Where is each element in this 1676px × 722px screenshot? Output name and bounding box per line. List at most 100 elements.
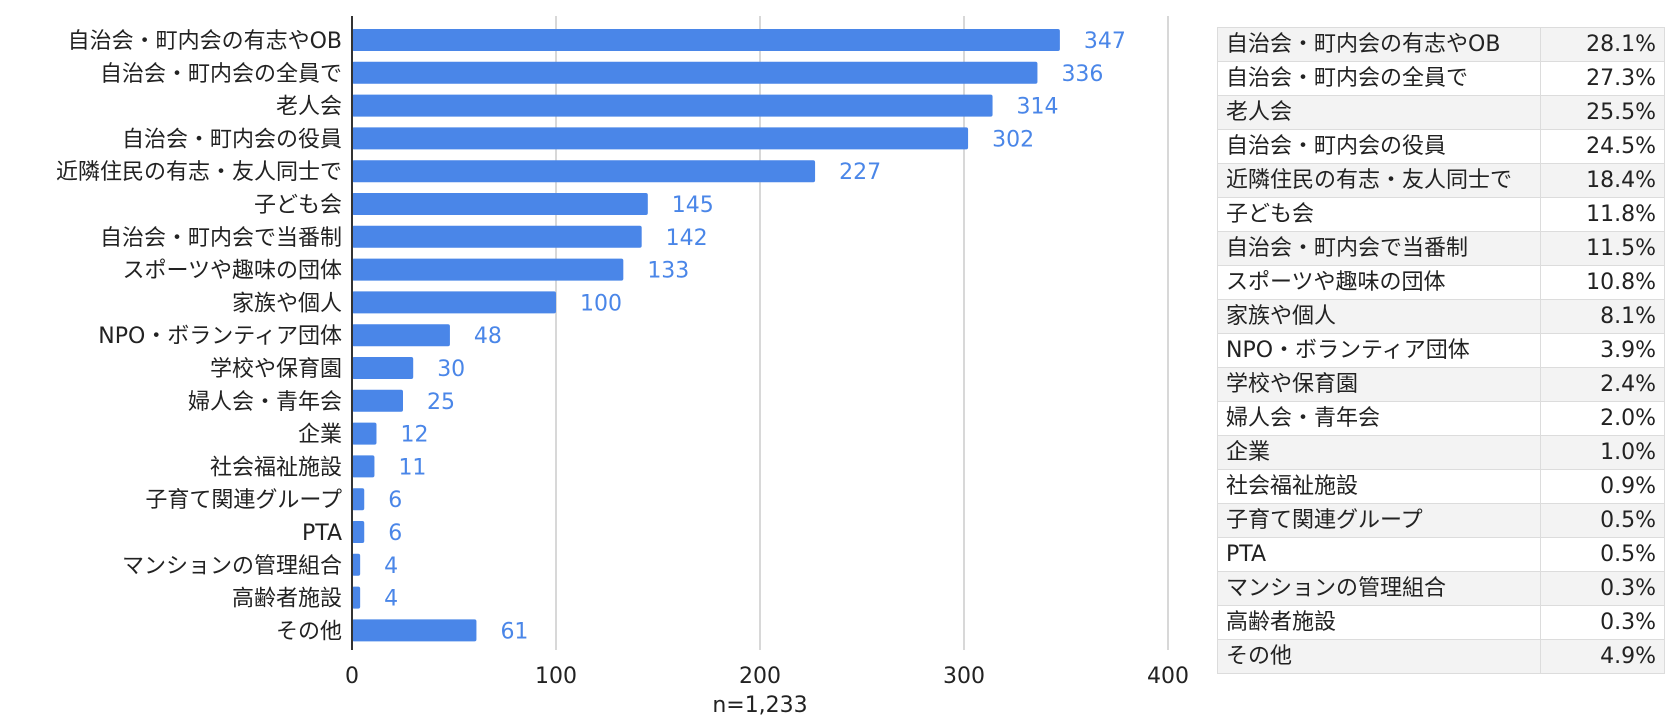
- row-percentage: 25.5%: [1540, 95, 1665, 130]
- bar: [352, 619, 477, 642]
- value-label: 133: [647, 259, 689, 284]
- row-percentage: 2.4%: [1540, 367, 1665, 402]
- row-percentage: 0.3%: [1540, 571, 1665, 606]
- table-row: 社会福祉施設 0.9%: [1217, 469, 1665, 504]
- category-label: 高齢者施設: [232, 587, 342, 612]
- value-label: 227: [839, 160, 881, 185]
- bar: [352, 258, 624, 281]
- category-label: 自治会・町内会で当番制: [100, 226, 342, 251]
- table-row: 子ども会 11.8%: [1217, 197, 1665, 232]
- bar: [352, 357, 414, 379]
- value-label: 4: [384, 587, 398, 612]
- row-percentage: 28.1%: [1540, 27, 1665, 62]
- value-label: 48: [474, 324, 502, 349]
- bar: [352, 94, 993, 117]
- row-name: 子ども会: [1217, 197, 1541, 232]
- row-percentage: 11.5%: [1540, 231, 1665, 266]
- table-row: マンションの管理組合 0.3%: [1217, 571, 1665, 606]
- row-name: PTA: [1217, 537, 1541, 572]
- table-row: 高齢者施設 0.3%: [1217, 605, 1665, 640]
- table-row: 自治会・町内会の全員で 27.3%: [1217, 61, 1665, 96]
- bar: [352, 389, 403, 412]
- row-name: 老人会: [1217, 95, 1541, 130]
- row-percentage: 1.0%: [1540, 435, 1665, 470]
- category-labels: 自治会・町内会の有志やOB 自治会・町内会の全員で老人会自治会・町内会の役員近隣住…: [56, 29, 342, 644]
- table-row: スポーツや趣味の団体 10.8%: [1217, 265, 1665, 300]
- row-name: その他: [1217, 639, 1541, 674]
- category-label: 企業: [298, 423, 342, 448]
- bar: [352, 455, 375, 478]
- row-name: マンションの管理組合: [1217, 571, 1541, 606]
- row-percentage: 8.1%: [1540, 299, 1665, 334]
- bar: [352, 291, 556, 314]
- x-tick-label: 200: [739, 664, 781, 689]
- category-label: マンションの管理組合: [122, 554, 342, 579]
- row-percentage: 0.9%: [1540, 469, 1665, 504]
- x-tick-label: 100: [535, 664, 577, 689]
- value-label: 11: [398, 455, 426, 480]
- value-label: 30: [437, 357, 465, 382]
- category-label: 自治会・町内会の有志やOB: [68, 29, 342, 54]
- row-name: 高齢者施設: [1217, 605, 1541, 640]
- value-label: 142: [666, 226, 708, 251]
- row-name: 企業: [1217, 435, 1541, 470]
- table-row: 近隣住民の有志・友人同士で 18.4%: [1217, 163, 1665, 198]
- table-row: 自治会・町内会で当番制 11.5%: [1217, 231, 1665, 266]
- category-label: 近隣住民の有志・友人同士で: [56, 160, 342, 185]
- row-name: 子育て関連グループ: [1217, 503, 1541, 538]
- bar: [352, 127, 969, 150]
- table-row: PTA 0.5%: [1217, 537, 1665, 572]
- row-name: 婦人会・青年会: [1217, 401, 1541, 436]
- row-name: 家族や個人: [1217, 299, 1541, 334]
- row-percentage: 0.5%: [1540, 503, 1665, 538]
- value-label: 61: [500, 619, 528, 644]
- value-label: 4: [384, 554, 398, 579]
- row-name: 自治会・町内会の有志やOB: [1217, 27, 1541, 62]
- value-label: 6: [388, 521, 402, 546]
- row-percentage: 10.8%: [1540, 265, 1665, 300]
- value-label: 145: [672, 193, 714, 218]
- bar: [352, 422, 377, 445]
- row-percentage: 2.0%: [1540, 401, 1665, 436]
- x-tick-label: 400: [1147, 664, 1189, 689]
- row-percentage: 0.5%: [1540, 537, 1665, 572]
- category-label: スポーツや趣味の団体: [122, 259, 342, 284]
- bar: [352, 193, 648, 215]
- table-row: 婦人会・青年会 2.0%: [1217, 401, 1665, 436]
- bar: [352, 29, 1060, 51]
- x-axis-label: n=1,233: [712, 693, 807, 718]
- category-label: 婦人会・青年会: [188, 390, 342, 415]
- category-label: PTA: [302, 521, 342, 546]
- x-tick-label: 300: [943, 664, 985, 689]
- x-tick-label: 0: [345, 664, 359, 689]
- bar: [352, 521, 365, 543]
- category-label: 子育て関連グループ: [145, 488, 342, 513]
- row-name: 自治会・町内会の役員: [1217, 129, 1541, 164]
- value-label: 347: [1084, 29, 1126, 54]
- row-name: NPO・ボランティア団体: [1217, 333, 1541, 368]
- table-row: 企業 1.0%: [1217, 435, 1665, 470]
- bar: [352, 61, 1038, 84]
- bar: [352, 324, 450, 347]
- value-label: 336: [1061, 62, 1103, 87]
- row-percentage: 27.3%: [1540, 61, 1665, 96]
- bar: [352, 160, 816, 183]
- bar: [352, 225, 642, 248]
- row-percentage: 11.8%: [1540, 197, 1665, 232]
- x-tick-labels: 0 100 200 300 400: [345, 664, 1189, 689]
- row-name: 学校や保育園: [1217, 367, 1541, 402]
- table-row: 老人会 25.5%: [1217, 95, 1665, 130]
- table-row: 家族や個人 8.1%: [1217, 299, 1665, 334]
- table-row: 自治会・町内会の有志やOB 28.1%: [1217, 27, 1665, 62]
- row-name: 近隣住民の有志・友人同士で: [1217, 163, 1541, 198]
- bars: [352, 29, 1060, 642]
- category-label: 自治会・町内会の役員: [122, 127, 342, 152]
- row-percentage: 24.5%: [1540, 129, 1665, 164]
- value-label: 100: [580, 291, 622, 316]
- category-label: 学校や保育園: [210, 357, 342, 382]
- value-label: 302: [992, 127, 1034, 152]
- table-row: 自治会・町内会の役員 24.5%: [1217, 129, 1665, 164]
- table-row: 学校や保育園 2.4%: [1217, 367, 1665, 402]
- category-label: その他: [276, 619, 342, 644]
